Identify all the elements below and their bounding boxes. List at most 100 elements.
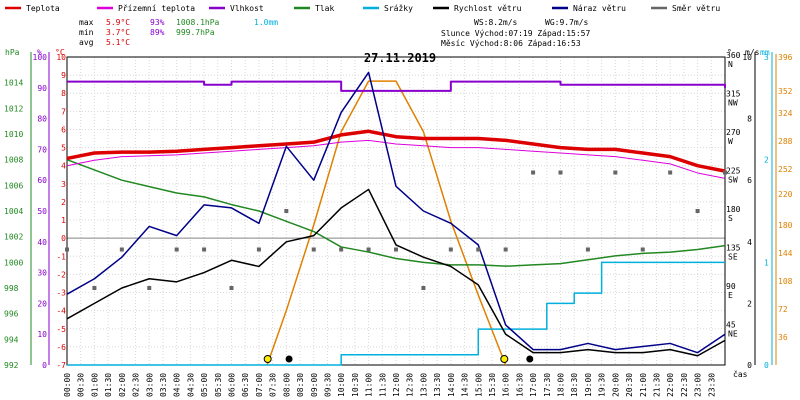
axis-celsius-tick: 3 xyxy=(61,180,66,189)
x-tick-label: 00:00 xyxy=(63,373,72,397)
x-tick-label: 06:00 xyxy=(228,373,237,397)
stats-rain: 1.0mm xyxy=(254,18,278,27)
stats-temp: 5.1°C xyxy=(106,38,130,47)
x-tick-label: 22:00 xyxy=(666,373,675,397)
x-tick-label: 01:00 xyxy=(90,373,99,397)
x-tick-label: 19:00 xyxy=(584,373,593,397)
axis-direction-compass: E xyxy=(728,291,733,300)
axis-celsius: °C -7 -6 -5 -4 -3 -2 -1 0 1 2 3 4 5 6 7 8 9 10 xyxy=(55,48,66,370)
series-line-temperature xyxy=(66,129,726,173)
plot-frame xyxy=(66,56,726,366)
axis-direction-compass: NW xyxy=(728,99,738,108)
axis-celsius-tick: -5 xyxy=(56,325,66,334)
x-tick-label: 12:00 xyxy=(392,373,401,397)
legend-label: Směr větru xyxy=(672,4,720,13)
axis-celsius-tick: 9 xyxy=(61,71,66,80)
sunrise-marker xyxy=(263,355,272,363)
moon-times: Měsíc Východ:8:06 Západ:16:53 xyxy=(441,39,581,48)
axis-celsius-tick: -4 xyxy=(56,307,66,316)
axis-celsius-tick: 0 xyxy=(61,234,66,243)
wind-direction-point xyxy=(668,170,673,175)
axis-wind: m/s 0 2 4 6 8 10 xyxy=(742,48,759,370)
legend-label: Rychlost větru xyxy=(454,4,522,13)
axis-radiation: 36 72 108 144 180 220 252 288 324 352 396 xyxy=(775,53,793,365)
series-line-pressure xyxy=(66,158,726,267)
axis-rain-tick: 2 xyxy=(764,156,769,165)
wind-direction-point xyxy=(476,247,481,252)
grid xyxy=(66,56,726,366)
axis-hpa-tick: 998 xyxy=(4,284,19,293)
wind-direction-point xyxy=(202,247,207,252)
legend-label: Tlak xyxy=(315,4,334,13)
axis-rain: mm 0 1 2 3 xyxy=(760,48,773,370)
axis-direction-compass: SE xyxy=(728,253,738,262)
wind-direction-point xyxy=(229,286,234,290)
wind-direction-point xyxy=(558,170,563,175)
axis-rain-tick: 0 xyxy=(764,361,769,370)
axis-hpa-tick: 996 xyxy=(4,310,19,319)
legend-label: Přízemní teplota xyxy=(118,4,195,13)
wind-direction-point xyxy=(503,247,508,252)
x-tick-label: 02:30 xyxy=(132,373,141,397)
moonrise-marker xyxy=(285,355,293,363)
x-tick-label: 13:00 xyxy=(419,373,428,397)
astro-markers xyxy=(263,355,534,363)
x-tick-label: 03:00 xyxy=(145,373,154,397)
x-tick-label: 08:00 xyxy=(282,373,291,397)
axis-direction-compass: SW xyxy=(728,176,738,185)
axis-radiation-tick: 252 xyxy=(778,165,793,174)
x-tick-label: 21:00 xyxy=(639,373,648,397)
axis-wind-tick: 2 xyxy=(747,299,752,308)
axis-hpa-tick: 994 xyxy=(4,335,19,344)
axis-wind-tick: 6 xyxy=(747,176,752,185)
axis-hpa-tick: 1008 xyxy=(4,156,23,165)
x-tick-label: 07:30 xyxy=(269,373,278,397)
x-tick-label: 05:30 xyxy=(214,373,223,397)
sunset-marker xyxy=(500,355,509,363)
x-tick-label: 04:00 xyxy=(173,373,182,397)
axis-percent-tick: 60 xyxy=(37,176,47,185)
axis-hpa-tick: 1014 xyxy=(4,79,23,88)
axis-hpa-tick: 1004 xyxy=(4,207,23,216)
axis-radiation-tick: 396 xyxy=(778,53,793,62)
x-tick-label: 17:00 xyxy=(529,373,538,397)
wind-direction-point xyxy=(640,247,645,252)
x-tick-label: 14:00 xyxy=(447,373,456,397)
stats-row: max 5.9°C 93% 1008.1hPa 1.0mm xyxy=(79,18,278,27)
stats-row: avg 5.1°C xyxy=(79,38,130,47)
axis-direction-label: ° xyxy=(727,48,732,57)
legend-item: Tlak xyxy=(294,4,334,13)
x-tick-label: 16:00 xyxy=(502,373,511,397)
axis-direction-tick: 180 xyxy=(726,205,741,214)
axis-hpa-label: hPa xyxy=(5,48,20,57)
x-tick-label: 10:00 xyxy=(337,373,346,397)
axis-percent-tick: 80 xyxy=(37,115,47,124)
axis-celsius-tick: 8 xyxy=(61,89,66,98)
axis-radiation-tick: 288 xyxy=(778,137,793,146)
axis-hpa-tick: 992 xyxy=(4,361,19,370)
axis-percent-tick: 70 xyxy=(37,145,47,154)
axis-radiation-tick: 144 xyxy=(778,249,793,258)
axis-percent-tick: 0 xyxy=(42,361,47,370)
axis-celsius-tick: 2 xyxy=(61,198,66,207)
axis-wind-label: m/s xyxy=(745,48,760,57)
moonset-marker xyxy=(526,355,534,363)
axis-hpa-tick: 1000 xyxy=(4,258,23,267)
legend-label: Srážky xyxy=(384,4,413,13)
stats-humidity: 89% xyxy=(150,28,165,37)
axis-hpa-tick: 1006 xyxy=(4,181,23,190)
stats-humidity: 93% xyxy=(150,18,165,27)
axis-wind-tick: 4 xyxy=(747,238,752,247)
axis-celsius-tick: 10 xyxy=(56,53,66,62)
wind-gust-max: WG:9.7m/s xyxy=(545,18,589,27)
stats-temp: 3.7°C xyxy=(106,28,130,37)
x-tick-label: 18:30 xyxy=(570,373,579,397)
axis-radiation-tick: 180 xyxy=(778,221,793,230)
x-tick-label: 19:30 xyxy=(598,373,607,397)
stats-label: min xyxy=(79,28,94,37)
axis-direction-compass: S xyxy=(728,214,733,223)
chart-title: 27.11.2019 xyxy=(364,51,436,65)
axis-percent-tick: 50 xyxy=(37,207,47,216)
